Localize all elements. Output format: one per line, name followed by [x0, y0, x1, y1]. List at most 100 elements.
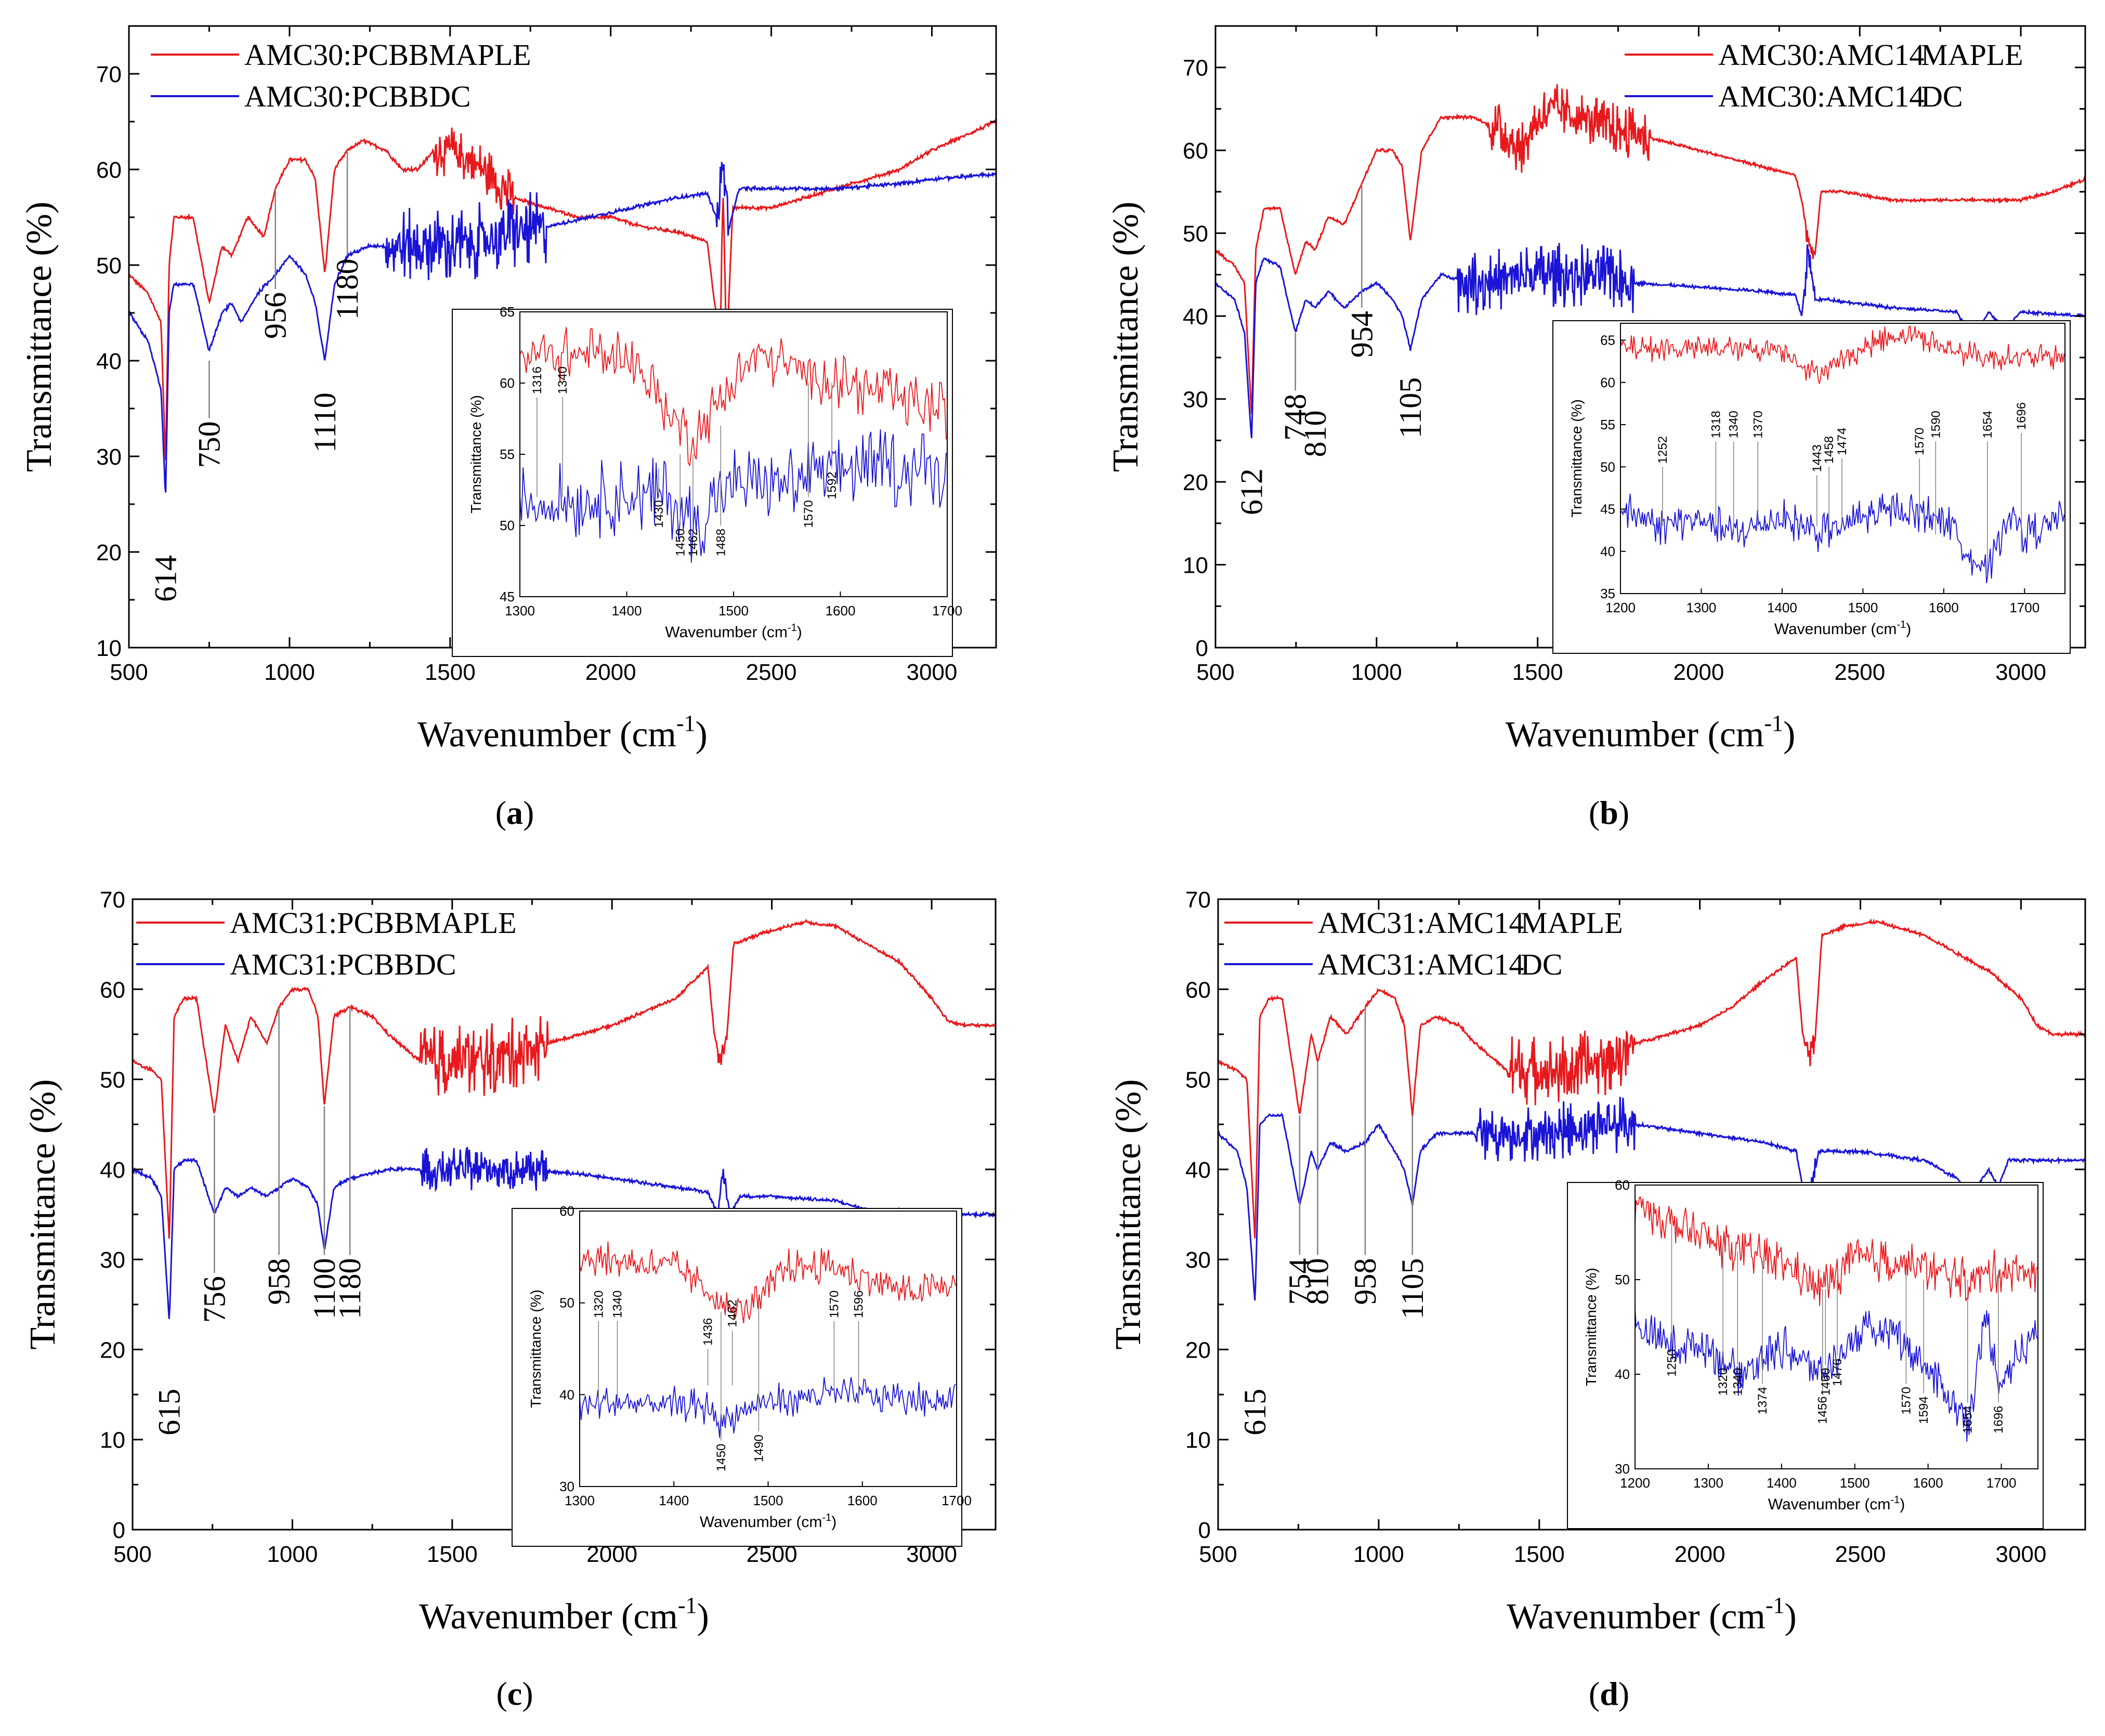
inset-y-tick-label: 40: [1615, 1366, 1630, 1382]
y-tick-label: 10: [96, 636, 122, 661]
panel-caption-close: ): [1618, 1675, 1629, 1712]
x-axis-title: Wavenumber (cm-1): [1507, 1593, 1797, 1637]
inset-y-tick-label: 40: [559, 1387, 574, 1402]
y-tick-label: 60: [1183, 138, 1208, 164]
peak-label: 958: [1348, 1258, 1382, 1305]
x-tick-label: 1000: [1353, 1542, 1404, 1567]
inset-x-tick-label: 1700: [2009, 600, 2039, 615]
inset-series-line: [580, 1377, 956, 1438]
peak-label: 615: [1238, 1389, 1272, 1436]
inset-peak-label: 1340: [556, 366, 570, 394]
x-tick-label: 2500: [1834, 660, 1885, 685]
inset-peak-label: 1654: [1981, 411, 1995, 438]
inset-chart: 1200 1300 1400 1500 1600 1700 35 40 45 50 55 60 65 Wa…: [1552, 320, 2071, 654]
panel-c: 500 1000 1500 2000 2500 3000010203040506070Wa…: [23, 887, 997, 1712]
y-tick-label: 10: [1183, 553, 1208, 578]
peak-label: 615: [152, 1389, 187, 1436]
peak-label: 612: [1234, 468, 1269, 515]
inset-x-tick-label: 1300: [1693, 1475, 1723, 1491]
inset-chart: 1300 1400 1500 1600 1700 45 50 55 60 65 Wavenumber…: [452, 304, 962, 657]
x-tick-label: 1500: [427, 1542, 478, 1567]
inset-background: [1567, 1182, 2044, 1529]
y-tick-label: 0: [1196, 636, 1208, 661]
panel-caption-letter: d: [1600, 1675, 1618, 1712]
legend-series-label: AMC30:AMC14: [1718, 38, 1924, 72]
inset-y-axis-title: Transmittance (%): [468, 395, 484, 514]
panel-caption-close: ): [1618, 794, 1629, 831]
inset-series-line: [1635, 1308, 2038, 1442]
x-axis-title: Wavenumber (cm-1): [1506, 711, 1796, 755]
x-axis-title-superscript: -1: [1766, 1593, 1785, 1618]
inset-x-tick-label: 1500: [718, 603, 749, 619]
inset-y-tick-label: 45: [1600, 502, 1615, 517]
inset-y-tick-label: 45: [500, 589, 515, 604]
x-tick-label: 2000: [585, 660, 636, 685]
y-axis-title: Transmittance (%): [1108, 1079, 1148, 1349]
y-tick-label: 30: [100, 1247, 125, 1273]
inset-x-axis-title: Wavenumber (cm-1): [665, 622, 802, 641]
x-axis-title-close: ): [697, 1597, 709, 1637]
inset-series-line: [1620, 325, 2065, 384]
inset-peak-label: 1318: [1709, 411, 1723, 438]
inset-chart: 1300 1400 1500 1600 1700 30 40 50 60 Wavenumber (…: [512, 1203, 972, 1547]
series-maple-line: [129, 119, 996, 461]
inset-peak-label: 1370: [1751, 411, 1765, 438]
x-tick-label: 1500: [1512, 660, 1563, 685]
x-tick-label: 500: [1199, 1542, 1237, 1567]
inset-y-tick-label: 55: [500, 446, 515, 462]
panel-caption: (c): [496, 1675, 533, 1712]
y-axis-title: Transmittance (%): [1106, 202, 1146, 472]
panel-caption-open: (: [1589, 1675, 1600, 1712]
inset-peak-label: 1456: [1816, 1396, 1830, 1424]
inset-x-tick-label: 1700: [932, 603, 962, 619]
panel-caption-letter: c: [507, 1675, 522, 1712]
peak-label: 810: [1298, 411, 1332, 457]
inset-x-tick-label: 1200: [1605, 600, 1636, 615]
series-dc-line: [1215, 243, 2085, 439]
x-axis-title-close: ): [1783, 715, 1795, 755]
y-tick-label: 20: [1183, 470, 1208, 495]
y-tick-label: 0: [1198, 1518, 1211, 1543]
inset-x-tick-label: 1500: [753, 1493, 783, 1508]
inset-peak-label: 1374: [1756, 1387, 1770, 1414]
panel-d: 500 1000 1500 2000 2500 3000 0 10 20 30 40 50 60 70 Wa…: [1108, 887, 2086, 1712]
y-tick-label: 20: [96, 540, 122, 565]
legend-series-label: AMC31:PCBB: [230, 948, 414, 981]
inset-y-tick-label: 40: [1600, 544, 1615, 559]
y-tick-label: 70: [1183, 56, 1208, 81]
y-tick-label: 40: [96, 349, 122, 374]
inset-peak-label: 1488: [714, 529, 728, 556]
panel-caption-close: ): [523, 794, 534, 831]
inset-y-tick-label: 65: [500, 304, 515, 320]
series-dc-line: [1218, 1097, 2085, 1301]
panel-a: 500 1000 1500 2000 2500 3000 10 20 30 40 50 60 70 Wav…: [19, 25, 997, 831]
panel-caption: (a): [495, 794, 534, 831]
inset-peak-label: 1316: [530, 366, 544, 394]
panel-caption-open: (: [495, 794, 506, 831]
inset-peak-label: 1462: [686, 529, 700, 556]
inset-x-tick-label: 1600: [847, 1493, 878, 1508]
y-tick-label: 0: [113, 1518, 125, 1543]
y-axis-title: Transmittance (%): [19, 202, 59, 472]
inset-x-tick-label: 1300: [565, 1493, 595, 1508]
x-tick-label: 1000: [267, 1542, 318, 1567]
inset-y-tick-label: 65: [1600, 333, 1615, 348]
legend-series-label: AMC31:AMC14: [1318, 948, 1524, 981]
peak-label: 958: [262, 1258, 296, 1305]
y-axis-title: Transmittance (%): [23, 1079, 63, 1349]
y-tick-label: 50: [96, 253, 122, 279]
x-tick-label: 500: [110, 660, 148, 685]
y-tick-label: 70: [1185, 887, 1211, 913]
inset-peak-label: 1696: [1992, 1406, 2006, 1433]
inset-peak-label: 1340: [1731, 1368, 1745, 1396]
inset-x-tick-label: 1300: [505, 603, 535, 619]
x-axis-title-close: ): [1785, 1597, 1797, 1637]
inset-frame: [1635, 1185, 2038, 1469]
inset-x-tick-label: 1400: [1767, 600, 1797, 615]
panel-caption: (b): [1589, 794, 1629, 831]
inset-x-axis-title: Wavenumber (cm-1): [1774, 619, 1911, 638]
panel-caption-close: ): [522, 1675, 533, 1712]
y-tick-label: 40: [1185, 1158, 1211, 1183]
y-tick-label: 20: [100, 1337, 125, 1363]
